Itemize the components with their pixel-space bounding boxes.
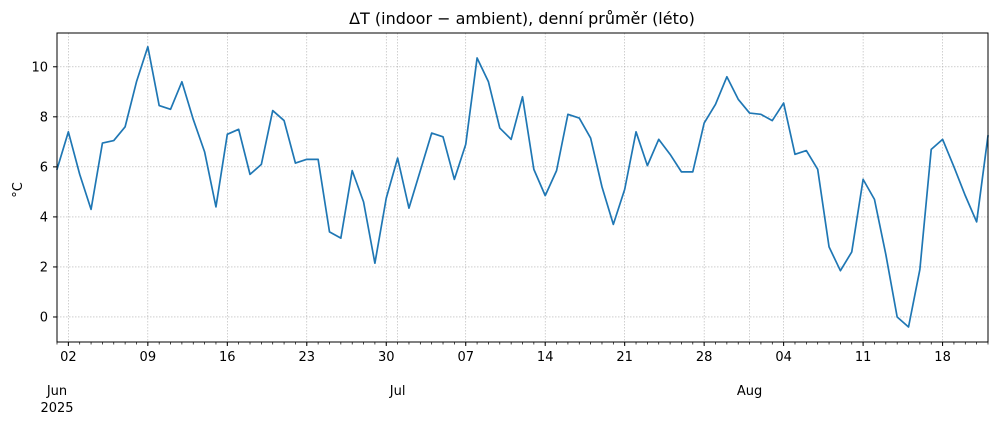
x-tick-label: 18 — [934, 350, 951, 365]
x-tick-label: 28 — [696, 350, 713, 365]
x-tick-label: 07 — [457, 350, 474, 365]
x-month-label: Jul — [389, 384, 406, 399]
x-tick-label: 09 — [140, 350, 157, 365]
plot-frame — [56, 32, 989, 343]
x-year-label: 2025 — [40, 401, 73, 416]
x-tick-label: 02 — [60, 350, 77, 365]
x-tick-label: 16 — [219, 350, 236, 365]
x-tick-label: 30 — [378, 350, 395, 365]
x-month-label: Aug — [737, 384, 762, 399]
x-tick-label: 04 — [775, 350, 792, 365]
y-tick-label: 2 — [40, 260, 48, 275]
grid-lines — [56, 33, 988, 342]
x-tick-label: 21 — [616, 350, 633, 365]
x-tick-label: 11 — [855, 350, 872, 365]
y-tick-label: 10 — [31, 60, 48, 75]
y-tick-label: 4 — [40, 210, 48, 225]
y-tick-label: 8 — [40, 110, 48, 125]
x-tick-label: 23 — [299, 350, 316, 365]
series-line — [56, 45, 989, 328]
y-tick-label: 6 — [40, 160, 48, 175]
series-layer — [56, 45, 989, 328]
chart-title: ΔT (indoor − ambient), denní průměr (lét… — [349, 9, 695, 28]
y-tick-label: 0 — [40, 310, 48, 325]
x-tick-label: 14 — [537, 350, 554, 365]
y-axis-label: °C — [11, 182, 26, 198]
x-month-label: Jun — [46, 384, 67, 399]
